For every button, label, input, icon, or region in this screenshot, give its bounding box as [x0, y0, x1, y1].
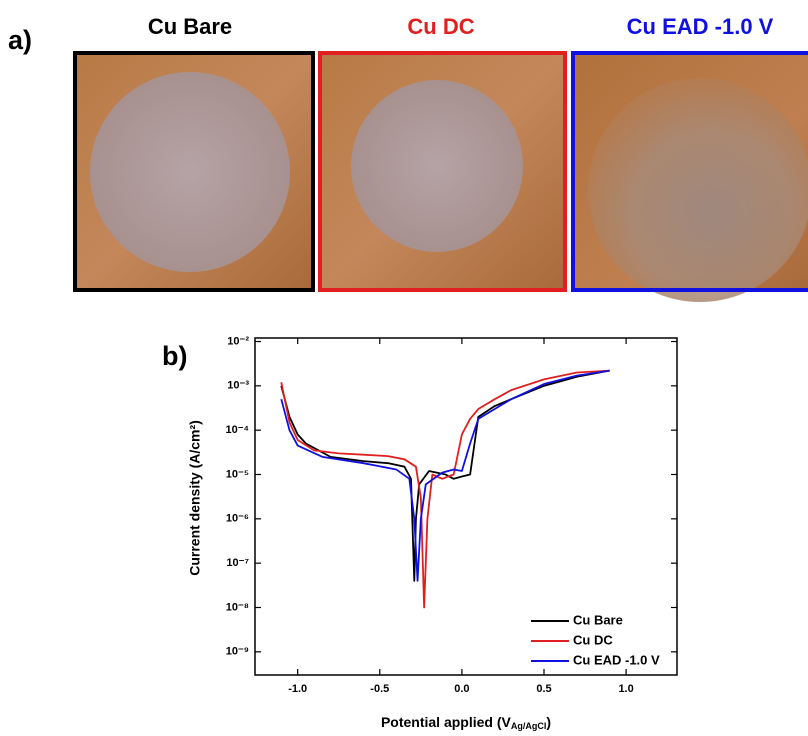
photo [73, 51, 315, 292]
data-line [280, 369, 610, 582]
x-tick-label: -0.5 [370, 683, 389, 695]
data-line [280, 369, 610, 609]
y-tick-label: 10⁻⁵ [226, 468, 249, 480]
y-tick-label: 10⁻⁹ [226, 646, 249, 658]
photo-caption: Cu DC [407, 14, 474, 39]
panel-label: b) [162, 341, 187, 371]
y-axis-title: Current density (A/cm²) [187, 420, 203, 576]
data-line [280, 369, 610, 582]
y-tick-label: 10⁻² [227, 335, 249, 347]
panel-label: a) [8, 25, 32, 55]
y-tick-label: 10⁻⁶ [226, 513, 249, 525]
y-tick-label: 10⁻⁸ [226, 601, 249, 613]
legend-label: Cu DC [573, 632, 613, 647]
x-axis-title-end: ) [546, 714, 551, 730]
legend-label: Cu EAD -1.0 V [573, 652, 660, 667]
photo-caption: Cu EAD -1.0 V [627, 14, 774, 39]
y-tick-label: 10⁻⁴ [226, 424, 249, 436]
x-tick-label: 0.0 [454, 683, 469, 695]
photo [318, 51, 567, 292]
legend-label: Cu Bare [573, 612, 623, 627]
y-tick-label: 10⁻⁷ [226, 557, 249, 569]
x-tick-label: 0.5 [536, 683, 551, 695]
x-axis-title: Potential applied (VAg/AgCl) [381, 714, 551, 732]
photo-caption: Cu Bare [148, 14, 232, 39]
y-tick-label: 10⁻³ [227, 380, 249, 392]
x-axis-title-text: Potential applied (V [381, 714, 512, 730]
x-tick-label: 1.0 [618, 683, 633, 695]
plot-frame [254, 337, 678, 676]
photo [571, 51, 808, 302]
x-axis-title-subscript: Ag/AgCl [511, 721, 547, 731]
x-tick-label: -1.0 [288, 683, 307, 695]
